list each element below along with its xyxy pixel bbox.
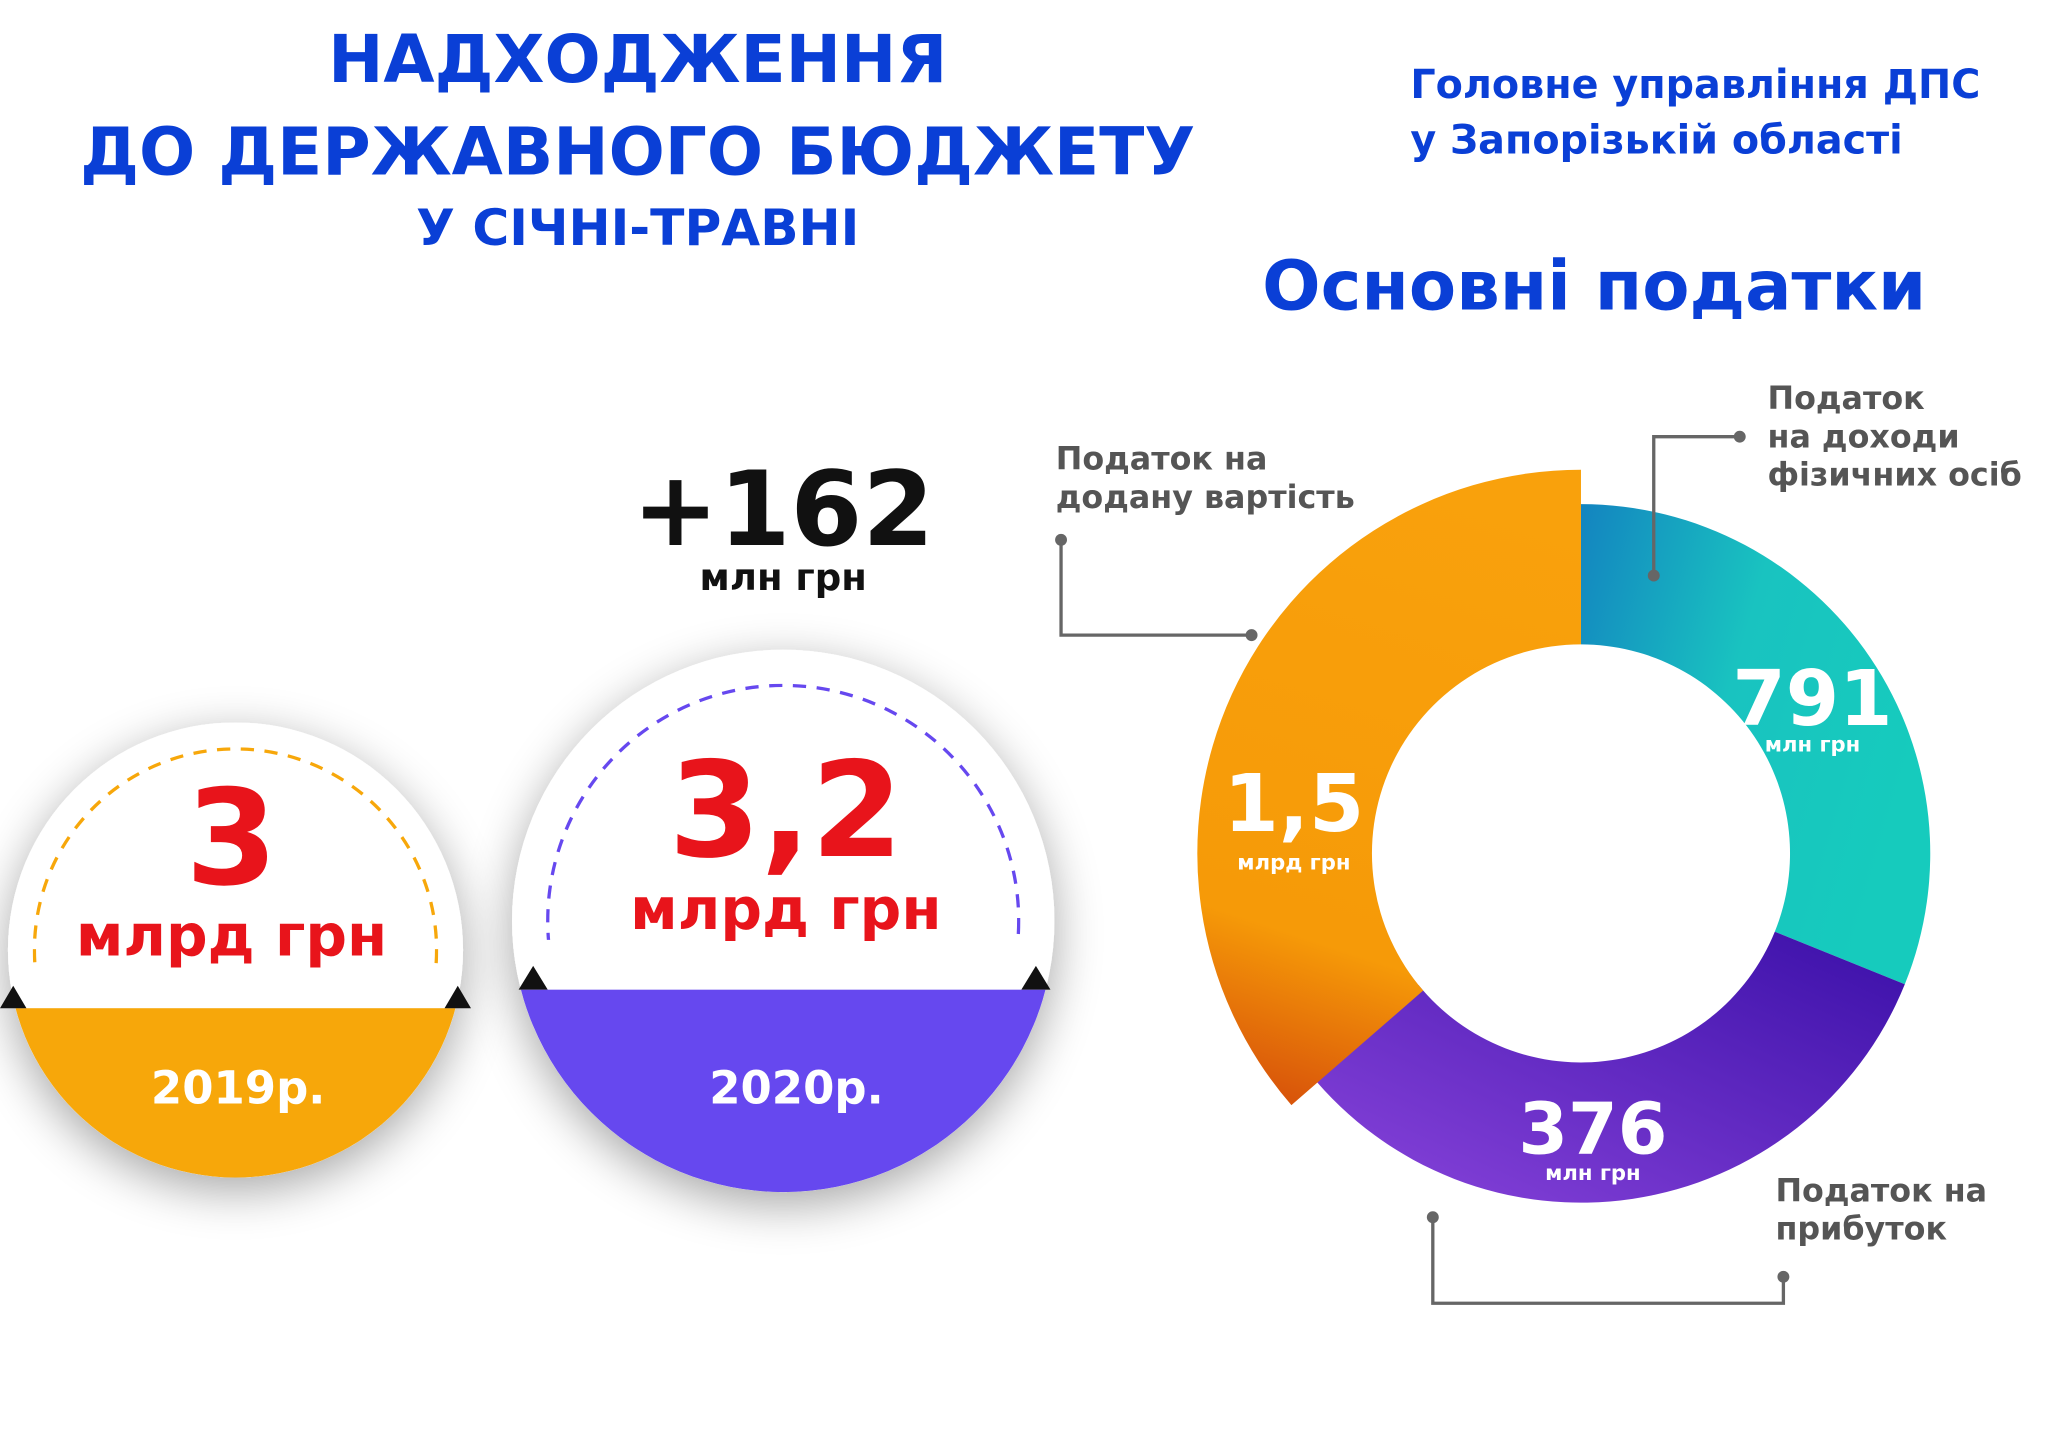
subtitle: У СІЧНІ-ТРАВНІ [416,198,859,257]
tax-label: фізичних осіб [1768,458,2022,494]
year-unit: млрд грн [630,875,941,943]
tax-label: на доходи [1768,419,1960,455]
tax-value: 1,5 [1224,757,1365,850]
year-label: 2019р. [151,1061,325,1114]
tax-label: Податок на [1056,442,1268,478]
donut [1197,469,1931,1203]
donut-segment [1197,469,1581,1106]
tax-value: 376 [1518,1088,1667,1171]
difference-value: +162 [632,450,934,570]
year-label: 2020р. [709,1061,883,1114]
tax-label: Податок на [1775,1173,1987,1209]
donut-segment [1580,504,1931,985]
tax-value: 791 [1732,655,1892,744]
taxes-title: Основні податки [1262,247,1926,327]
organization-line: у Запорізькій області [1410,118,1902,164]
donut-segment [1309,931,1905,1203]
leader-lines [1055,430,1790,1305]
difference-unit: млн грн [700,556,867,599]
organization-line: Головне управління ДПС [1410,62,1980,108]
title-line: ДО ДЕРЖАВНОГО БЮДЖЕТУ [80,114,1195,191]
tax-label: Податок [1768,381,1926,417]
tax-label: прибуток [1775,1212,1947,1248]
tax-unit: млн грн [1765,732,1861,757]
year-value: 3 [186,762,278,916]
tax-label: додану вартість [1056,480,1355,516]
tax-unit: млн грн [1545,1160,1641,1185]
tax-unit: млрд грн [1237,849,1350,874]
title-line: НАДХОДЖЕННЯ [328,21,947,98]
year-unit: млрд грн [76,901,387,969]
year-value: 3,2 [669,734,903,888]
